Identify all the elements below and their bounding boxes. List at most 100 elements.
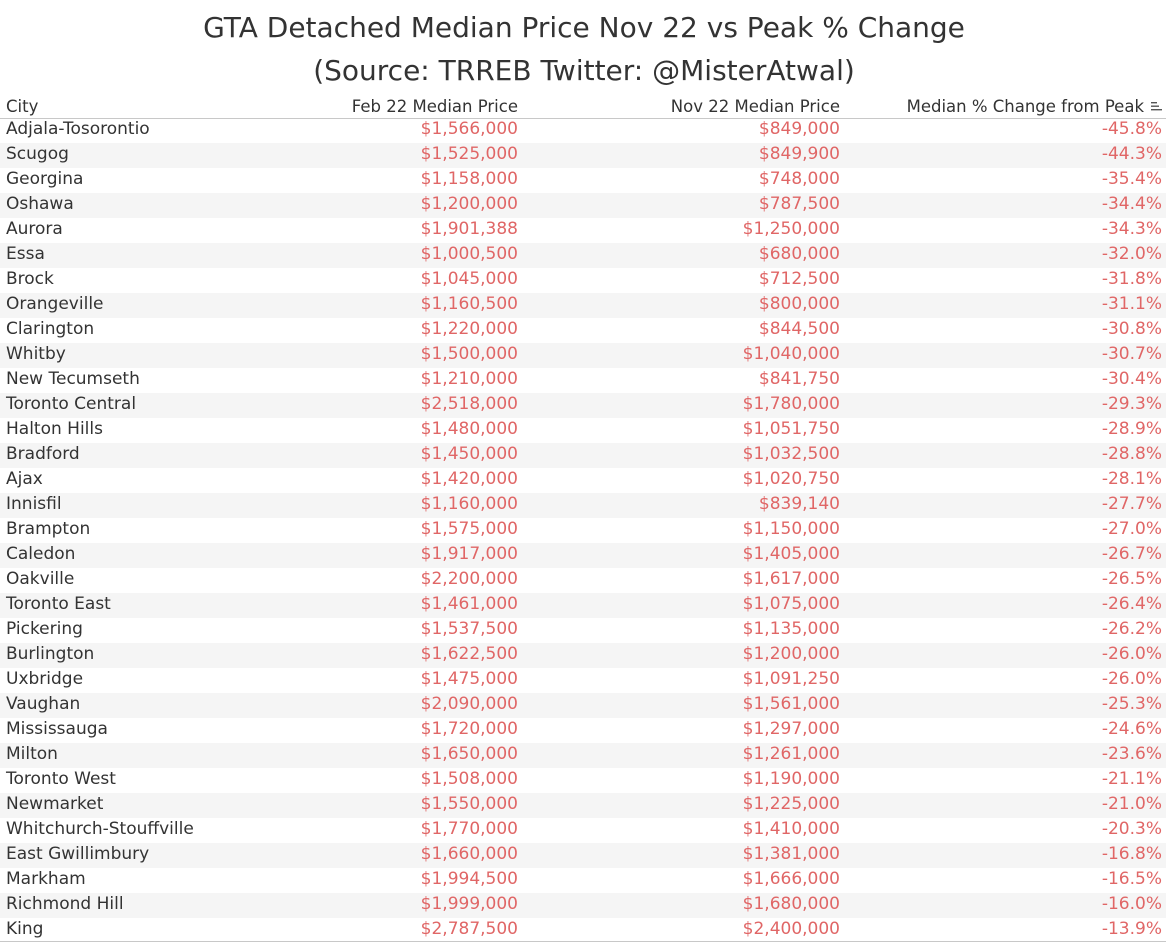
nov-22-median-price-cell: $1,040,000: [742, 344, 840, 364]
city-cell: Whitchurch-Stouffville: [6, 819, 194, 839]
table-header: City Feb 22 Median Price Nov 22 Median P…: [0, 95, 1166, 119]
median-pct-change-cell: -23.6%: [1101, 744, 1162, 764]
table-row: Vaughan $2,090,000 $1,561,000 -25.3%: [0, 693, 1166, 718]
feb-22-median-price-cell: $1,525,000: [420, 144, 518, 164]
table-row: Oshawa $1,200,000 $787,500 -34.4%: [0, 193, 1166, 218]
median-pct-change-cell: -13.9%: [1101, 919, 1162, 939]
nov-22-median-price-cell: $1,190,000: [742, 769, 840, 789]
nov-22-median-price-cell: $1,261,000: [742, 744, 840, 764]
table-row: Burlington $1,622,500 $1,200,000 -26.0%: [0, 643, 1166, 668]
feb-22-median-price-cell: $2,090,000: [420, 694, 518, 714]
feb-22-median-price-cell: $1,650,000: [420, 744, 518, 764]
feb-22-median-price-cell: $1,508,000: [420, 769, 518, 789]
city-cell: Oakville: [6, 569, 75, 589]
median-pct-change-cell: -28.9%: [1101, 419, 1162, 439]
feb-22-median-price-cell: $1,450,000: [420, 444, 518, 464]
city-cell: Richmond Hill: [6, 894, 124, 914]
sort-descending-icon[interactable]: [1151, 101, 1162, 112]
city-cell: Uxbridge: [6, 669, 84, 689]
feb-22-median-price-cell: $2,518,000: [420, 394, 518, 414]
city-cell: Toronto Central: [6, 394, 137, 414]
median-pct-change-cell: -44.3%: [1101, 144, 1162, 164]
city-cell: Mississauga: [6, 719, 108, 739]
median-pct-change-cell: -26.7%: [1101, 544, 1162, 564]
city-cell: Oshawa: [6, 194, 74, 214]
median-pct-change-cell: -21.0%: [1101, 794, 1162, 814]
nov-22-median-price-cell: $1,780,000: [742, 394, 840, 414]
median-pct-change-cell: -26.0%: [1101, 644, 1162, 664]
feb-22-median-price-cell: $1,770,000: [420, 819, 518, 839]
city-cell: Brampton: [6, 519, 91, 539]
table-row: Caledon $1,917,000 $1,405,000 -26.7%: [0, 543, 1166, 568]
chart-title-block: GTA Detached Median Price Nov 22 vs Peak…: [0, 6, 1168, 92]
table-row: Essa $1,000,500 $680,000 -32.0%: [0, 243, 1166, 268]
table-row: Whitchurch-Stouffville $1,770,000 $1,410,0…: [0, 818, 1166, 843]
median-pct-change-cell: -28.1%: [1101, 469, 1162, 489]
feb-22-median-price-cell: $1,994,500: [420, 869, 518, 889]
table-row: Markham $1,994,500 $1,666,000 -16.5%: [0, 868, 1166, 893]
nov-22-median-price-cell: $1,405,000: [742, 544, 840, 564]
median-pct-change-cell: -27.7%: [1101, 494, 1162, 514]
column-header-feb-22-median-price[interactable]: Feb 22 Median Price: [351, 97, 518, 116]
median-pct-change-cell: -29.3%: [1101, 394, 1162, 414]
nov-22-median-price-cell: $1,617,000: [742, 569, 840, 589]
table-row: Brampton $1,575,000 $1,150,000 -27.0%: [0, 518, 1166, 543]
table-row: Orangeville $1,160,500 $800,000 -31.1%: [0, 293, 1166, 318]
nov-22-median-price-cell: $787,500: [758, 194, 840, 214]
table-row: Whitby $1,500,000 $1,040,000 -30.7%: [0, 343, 1166, 368]
city-cell: Innisfil: [6, 494, 62, 514]
column-header-nov-22-median-price[interactable]: Nov 22 Median Price: [670, 97, 840, 116]
nov-22-median-price-cell: $712,500: [758, 269, 840, 289]
median-pct-change-cell: -26.0%: [1101, 669, 1162, 689]
median-pct-change-cell: -35.4%: [1101, 169, 1162, 189]
table-row: Newmarket $1,550,000 $1,225,000 -21.0%: [0, 793, 1166, 818]
nov-22-median-price-cell: $1,250,000: [742, 219, 840, 239]
table-row: Toronto East $1,461,000 $1,075,000 -26.4%: [0, 593, 1166, 618]
nov-22-median-price-cell: $2,400,000: [742, 919, 840, 939]
feb-22-median-price-cell: $1,160,000: [420, 494, 518, 514]
city-cell: Vaughan: [6, 694, 81, 714]
median-pct-change-cell: -45.8%: [1101, 119, 1162, 139]
chart-title: GTA Detached Median Price Nov 22 vs Peak…: [203, 11, 965, 44]
feb-22-median-price-cell: $1,420,000: [420, 469, 518, 489]
feb-22-median-price-cell: $1,158,000: [420, 169, 518, 189]
median-pct-change-cell: -30.8%: [1101, 319, 1162, 339]
nov-22-median-price-cell: $748,000: [758, 169, 840, 189]
column-header-median-pct-change[interactable]: Median % Change from Peak: [906, 97, 1144, 116]
table-row: Clarington $1,220,000 $844,500 -30.8%: [0, 318, 1166, 343]
chart-subtitle: (Source: TRREB Twitter: @MisterAtwal): [313, 54, 855, 87]
table-row: Brock $1,045,000 $712,500 -31.8%: [0, 268, 1166, 293]
city-cell: Newmarket: [6, 794, 104, 814]
city-cell: Pickering: [6, 619, 83, 639]
table-row: Richmond Hill $1,999,000 $1,680,000 -16.0%: [0, 893, 1166, 918]
nov-22-median-price-cell: $680,000: [758, 244, 840, 264]
nov-22-median-price-cell: $1,410,000: [742, 819, 840, 839]
feb-22-median-price-cell: $1,550,000: [420, 794, 518, 814]
nov-22-median-price-cell: $1,680,000: [742, 894, 840, 914]
feb-22-median-price-cell: $2,200,000: [420, 569, 518, 589]
feb-22-median-price-cell: $1,210,000: [420, 369, 518, 389]
table-row: Toronto West $1,508,000 $1,190,000 -21.1%: [0, 768, 1166, 793]
nov-22-median-price-cell: $1,561,000: [742, 694, 840, 714]
city-cell: Burlington: [6, 644, 95, 664]
median-pct-change-cell: -16.8%: [1101, 844, 1162, 864]
table-row: Aurora $1,901,388 $1,250,000 -34.3%: [0, 218, 1166, 243]
feb-22-median-price-cell: $1,000,500: [420, 244, 518, 264]
median-pct-change-cell: -25.3%: [1101, 694, 1162, 714]
nov-22-median-price-cell: $844,500: [758, 319, 840, 339]
city-cell: New Tecumseth: [6, 369, 140, 389]
city-cell: Caledon: [6, 544, 76, 564]
feb-22-median-price-cell: $2,787,500: [420, 919, 518, 939]
median-pct-change-cell: -24.6%: [1101, 719, 1162, 739]
median-pct-change-cell: -30.7%: [1101, 344, 1162, 364]
table-row: Georgina $1,158,000 $748,000 -35.4%: [0, 168, 1166, 193]
nov-22-median-price-cell: $1,051,750: [742, 419, 840, 439]
nov-22-median-price-cell: $1,075,000: [742, 594, 840, 614]
column-header-city[interactable]: City: [6, 97, 39, 116]
table-row: King $2,787,500 $2,400,000 -13.9%: [0, 918, 1166, 943]
nov-22-median-price-cell: $1,297,000: [742, 719, 840, 739]
table-row: Milton $1,650,000 $1,261,000 -23.6%: [0, 743, 1166, 768]
median-pct-change-cell: -26.4%: [1101, 594, 1162, 614]
city-cell: East Gwillimbury: [6, 844, 150, 864]
city-cell: Toronto West: [6, 769, 116, 789]
